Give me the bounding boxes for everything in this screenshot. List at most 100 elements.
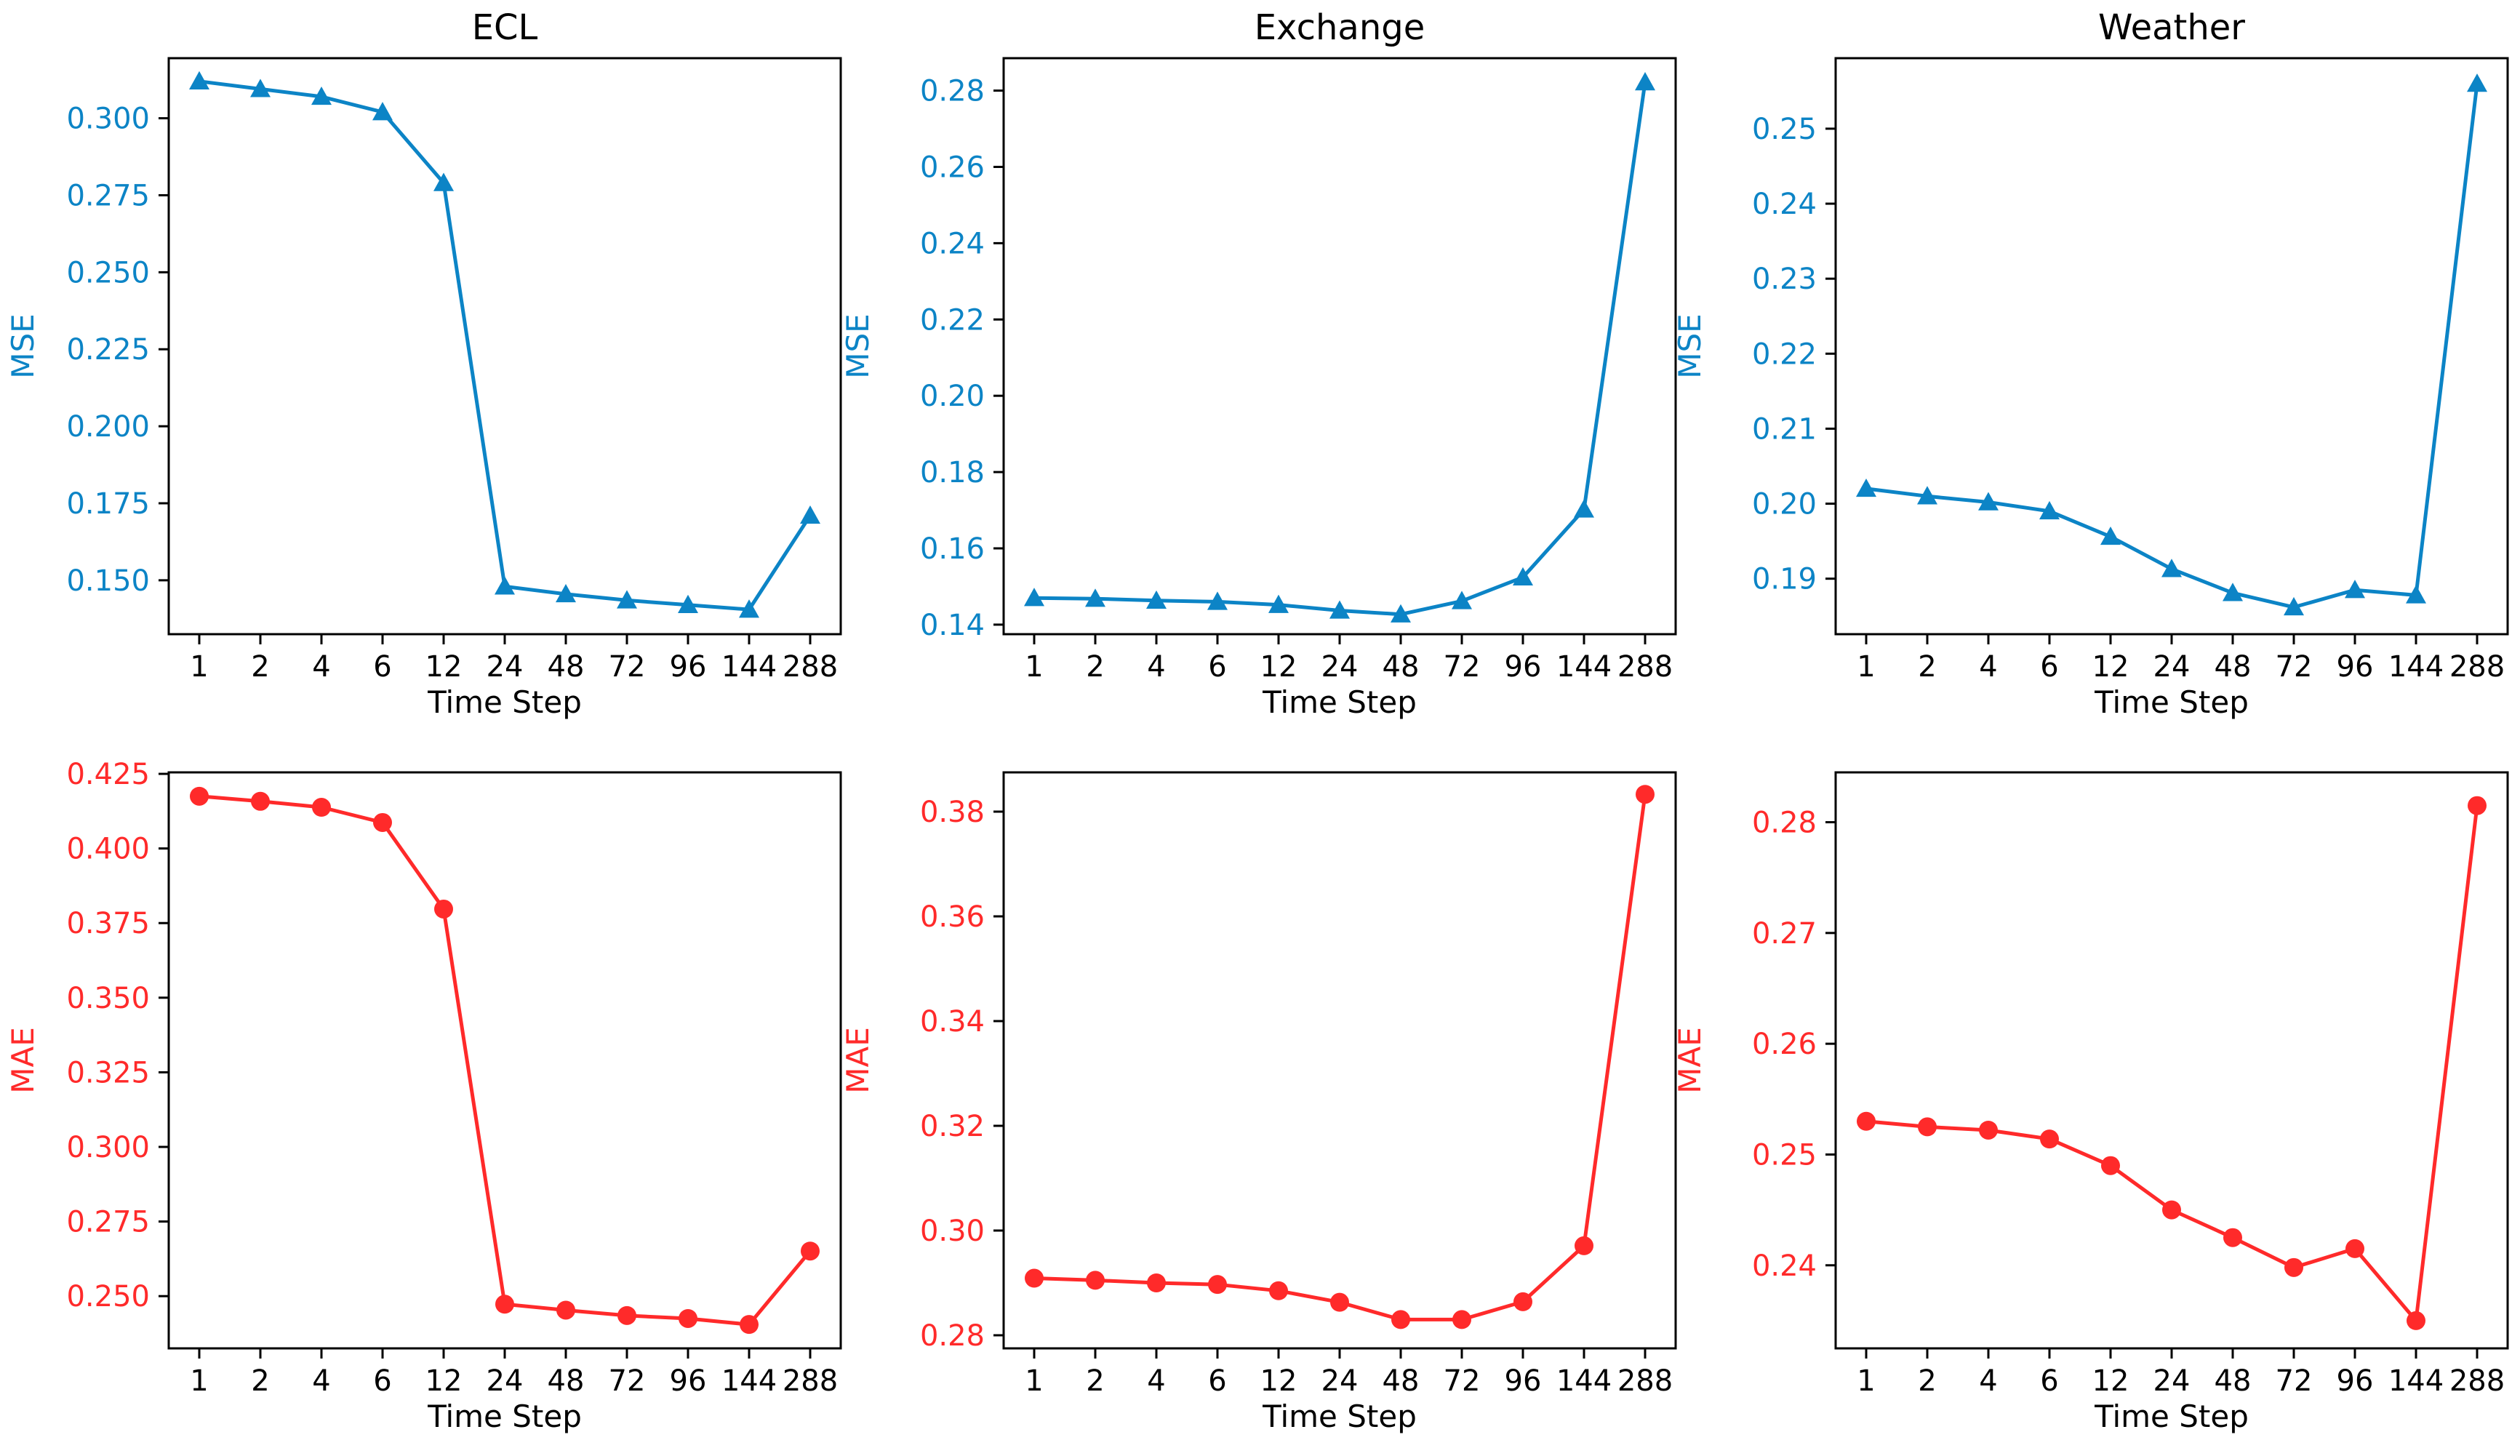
- data-point: [1330, 1292, 1349, 1312]
- y-tick-label: 0.24: [920, 227, 985, 260]
- data-point: [678, 594, 698, 613]
- y-tick-label: 0.275: [66, 179, 150, 212]
- x-tick-label: 48: [548, 650, 585, 684]
- y-tick-label: 0.20: [1752, 488, 1817, 521]
- x-tick-label: 288: [2449, 1364, 2505, 1398]
- x-tick-label: 48: [1383, 1364, 1420, 1398]
- series-line: [1865, 805, 2479, 1323]
- x-tick-label: 144: [721, 650, 777, 684]
- x-tick-label: 12: [1260, 1364, 1297, 1398]
- y-tick-label: 0.25: [1752, 1138, 1817, 1172]
- x-axis-label: Time Step: [1262, 684, 1417, 720]
- data-point: [556, 583, 576, 603]
- data-point: [495, 576, 515, 595]
- y-tick-label: 0.28: [920, 75, 985, 108]
- data-point: [1452, 591, 1472, 609]
- x-tick-label: 6: [1208, 1364, 1226, 1398]
- data-point: [1918, 1117, 1937, 1137]
- x-tick-label: 1: [190, 650, 208, 684]
- data-point: [495, 1295, 514, 1314]
- data-point: [1575, 1236, 1593, 1255]
- x-tick-label: 288: [1617, 650, 1673, 684]
- data-point: [1086, 1271, 1105, 1290]
- x-tick-label: 96: [2337, 650, 2374, 684]
- y-axis-label: MAE: [5, 1027, 41, 1094]
- x-tick-label: 6: [2040, 650, 2058, 684]
- data-point: [251, 791, 270, 811]
- x-tick-label: 6: [373, 1364, 391, 1398]
- y-tick-label: 0.250: [66, 1280, 150, 1313]
- x-tick-label: 2: [251, 650, 269, 684]
- chart-title: ECL: [472, 7, 538, 48]
- y-tick-label: 0.23: [1752, 263, 1817, 296]
- data-point: [1636, 785, 1655, 804]
- y-tick-label: 0.325: [66, 1056, 150, 1089]
- data-point: [1979, 1120, 1998, 1140]
- x-tick-label: 6: [373, 650, 391, 684]
- x-tick-label: 1: [1025, 650, 1043, 684]
- data-point: [372, 102, 393, 121]
- y-tick-label: 0.19: [1752, 563, 1817, 596]
- x-tick-label: 24: [2153, 650, 2191, 684]
- y-tick-label: 0.28: [1752, 807, 1817, 840]
- data-point: [739, 599, 759, 618]
- data-point: [2223, 1228, 2242, 1247]
- y-tick-label: 0.300: [66, 103, 150, 136]
- x-tick-label: 6: [2040, 1364, 2058, 1398]
- data-point: [1147, 1273, 1166, 1292]
- x-tick-label: 144: [721, 1364, 777, 1398]
- x-tick-label: 12: [425, 1364, 463, 1398]
- y-axis-label: MSE: [1672, 313, 1708, 378]
- y-tick-label: 0.400: [66, 833, 150, 866]
- data-point: [1085, 588, 1105, 607]
- x-tick-label: 48: [1383, 650, 1420, 684]
- y-tick-label: 0.275: [66, 1206, 150, 1239]
- y-tick-label: 0.25: [1752, 113, 1817, 146]
- y-tick-label: 0.21: [1752, 412, 1817, 446]
- data-point: [1856, 478, 1876, 497]
- x-tick-label: 1: [1025, 1364, 1043, 1398]
- y-axis-label: MAE: [1672, 1027, 1708, 1094]
- data-point: [740, 1315, 759, 1335]
- y-axis-label: MSE: [840, 313, 876, 378]
- data-point: [801, 1241, 820, 1261]
- data-point: [1857, 1111, 1876, 1131]
- x-tick-label: 2: [251, 1364, 269, 1398]
- data-point: [311, 86, 332, 105]
- data-point: [2100, 526, 2121, 545]
- y-tick-label: 0.28: [920, 1319, 985, 1353]
- y-tick-label: 0.150: [66, 564, 150, 598]
- data-point: [2040, 1129, 2059, 1149]
- x-axis-label: Time Step: [2094, 1399, 2249, 1434]
- series-line: [199, 79, 812, 612]
- plot-frame: [1002, 771, 1677, 1350]
- data-point: [2101, 1156, 2120, 1175]
- data-point: [1024, 588, 1044, 607]
- y-tick-label: 0.22: [1752, 337, 1817, 371]
- x-tick-label: 4: [1147, 650, 1165, 684]
- data-point: [190, 786, 209, 806]
- data-point: [1146, 590, 1167, 609]
- x-tick-label: 96: [1505, 650, 1542, 684]
- data-point: [1391, 1310, 1410, 1329]
- x-axis-label: Time Step: [2094, 684, 2249, 720]
- x-tick-label: 72: [2276, 650, 2313, 684]
- data-point: [1513, 1292, 1532, 1311]
- y-tick-label: 0.20: [920, 380, 985, 413]
- y-tick-label: 0.30: [920, 1215, 985, 1248]
- data-point: [1208, 1275, 1227, 1295]
- data-point: [1917, 486, 1937, 505]
- y-tick-label: 0.425: [66, 758, 150, 791]
- y-tick-label: 0.175: [66, 487, 150, 521]
- y-tick-label: 0.225: [66, 333, 150, 367]
- data-point: [1269, 1281, 1288, 1300]
- data-point: [2468, 796, 2487, 815]
- data-point: [2345, 1239, 2364, 1258]
- data-point: [1452, 1310, 1471, 1329]
- data-point: [250, 79, 271, 97]
- data-point: [2284, 596, 2304, 616]
- data-point: [1978, 492, 1999, 511]
